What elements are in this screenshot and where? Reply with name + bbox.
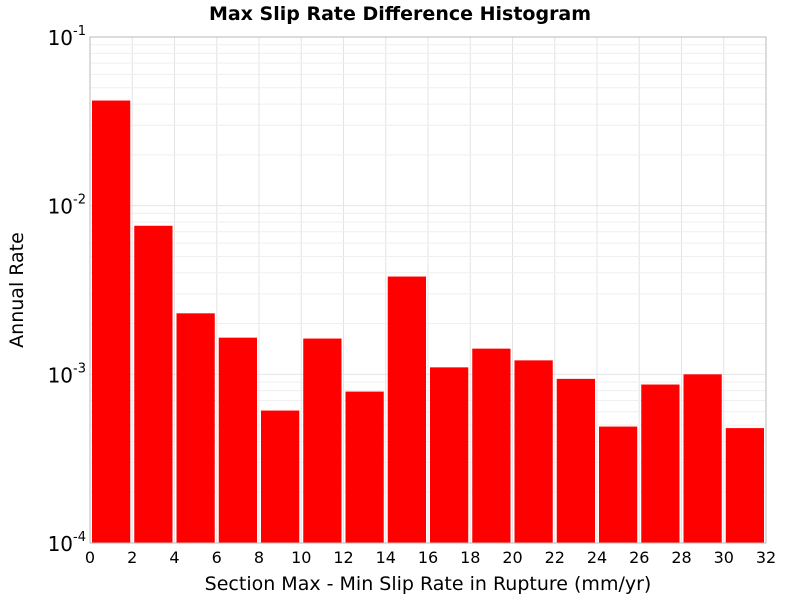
histogram-bar (218, 337, 257, 543)
histogram-bar (176, 313, 215, 543)
histogram-bar (683, 374, 722, 543)
x-tick-label: 26 (629, 548, 649, 567)
y-tick-label: 10-1 (48, 24, 86, 50)
histogram-bar (599, 426, 638, 543)
histogram-bar (641, 384, 680, 543)
x-tick-label: 14 (376, 548, 396, 567)
x-tick-label: 30 (714, 548, 734, 567)
y-tick-base: 10 (48, 195, 73, 219)
y-tick-base: 10 (48, 532, 73, 556)
x-tick-label: 4 (169, 548, 179, 567)
histogram-bar (725, 428, 764, 543)
x-tick-label: 22 (545, 548, 565, 567)
histogram-bar (261, 410, 300, 543)
y-axis-ticks: 10-110-210-310-4 (48, 24, 86, 556)
y-tick-exponent: -4 (73, 530, 86, 545)
x-tick-label: 20 (502, 548, 522, 567)
histogram-bar (514, 360, 553, 543)
x-tick-label: 12 (333, 548, 353, 567)
x-tick-label: 16 (418, 548, 438, 567)
histogram-bar (345, 391, 384, 543)
y-tick-label: 10-3 (48, 361, 86, 387)
x-tick-label: 0 (85, 548, 95, 567)
y-tick-exponent: -2 (73, 193, 86, 208)
y-tick-base: 10 (48, 363, 73, 387)
y-tick-base: 10 (48, 26, 73, 50)
y-tick-label: 10-4 (48, 530, 86, 556)
histogram-bar (556, 378, 595, 543)
y-axis-label: Annual Rate (6, 232, 28, 348)
histogram-bar (472, 348, 511, 543)
x-tick-label: 18 (460, 548, 480, 567)
x-tick-label: 24 (587, 548, 607, 567)
plot-frame (89, 36, 767, 544)
histogram-bar (92, 100, 131, 543)
y-tick-label: 10-2 (48, 193, 86, 219)
chart-title: Max Slip Rate Difference Histogram (209, 3, 591, 25)
x-tick-label: 10 (291, 548, 311, 567)
histogram-bar (387, 276, 426, 543)
y-tick-exponent: -1 (73, 24, 86, 39)
histogram-bar (303, 338, 342, 543)
bars (92, 100, 764, 543)
x-tick-label: 32 (756, 548, 776, 567)
x-tick-label: 8 (254, 548, 264, 567)
x-axis-ticks: 0 2 4 6 8 10 12 14 16 18 20 22 24 26 28 30 32 (85, 548, 776, 567)
histogram-bar (430, 367, 469, 543)
x-tick-label: 2 (127, 548, 137, 567)
x-tick-label: 6 (212, 548, 222, 567)
y-tick-exponent: -3 (73, 361, 86, 376)
x-tick-label: 28 (671, 548, 691, 567)
x-axis-label: Section Max - Min Slip Rate in Rupture (… (205, 573, 652, 595)
histogram-bar (134, 225, 173, 543)
